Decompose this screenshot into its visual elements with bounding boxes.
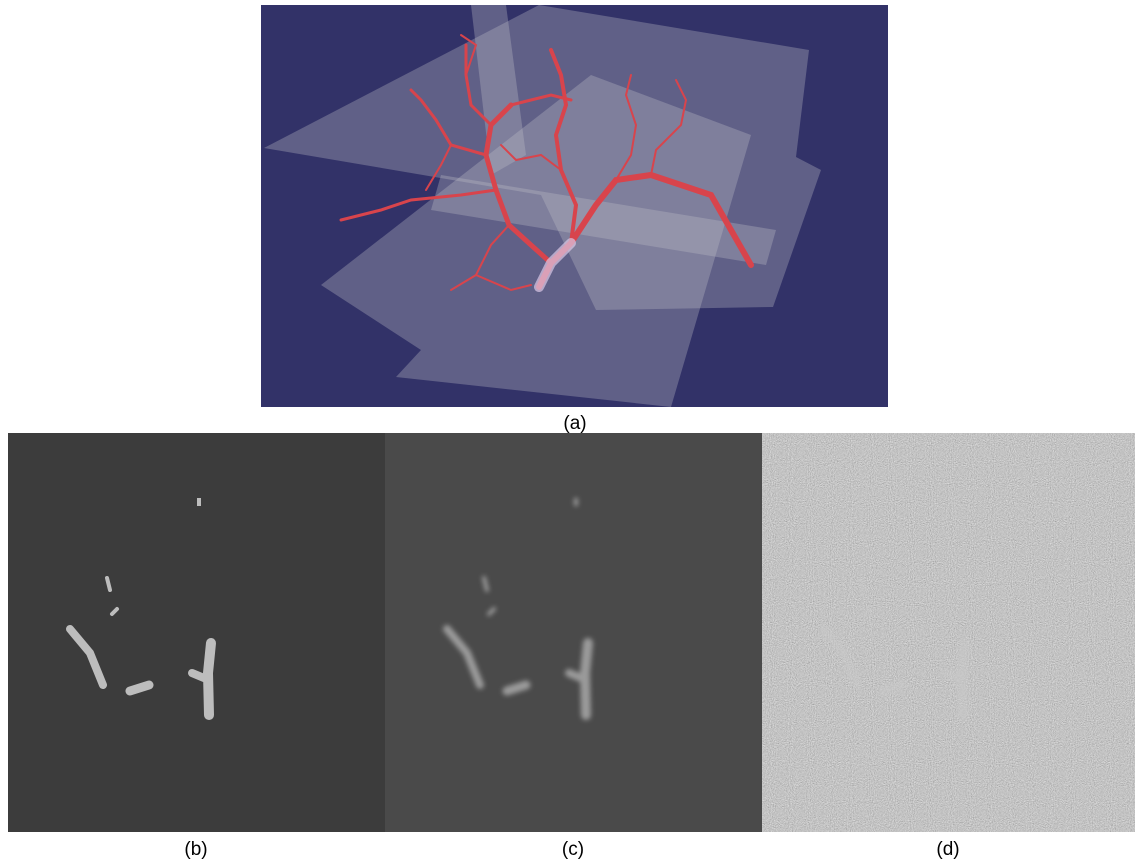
background	[8, 433, 385, 832]
caption: (b)	[136, 840, 256, 860]
caption: (c)	[513, 840, 633, 860]
background	[385, 433, 762, 832]
binary-slice	[8, 433, 385, 832]
vessel-render	[261, 5, 888, 407]
caption: (d)	[888, 840, 1008, 860]
figure: (a) (b) (c) (d) (() => { const data = JS…	[0, 0, 1135, 862]
noise	[762, 433, 1135, 832]
noisy-slice	[762, 433, 1135, 832]
caption: (a)	[515, 414, 635, 434]
blurred-slice	[385, 433, 762, 832]
